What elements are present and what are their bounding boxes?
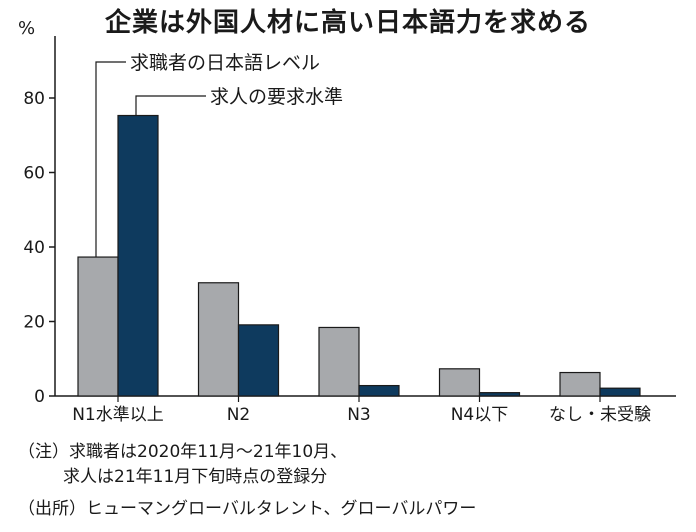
note-line-2: 求人は21年11月下旬時点の登録分 xyxy=(63,467,328,487)
y-axis-unit: % xyxy=(18,18,36,39)
legend-leader-seeker xyxy=(95,61,126,258)
bar-job xyxy=(358,384,400,397)
source-note: （出所）ヒューマングローバルタレント、グローバルパワー xyxy=(18,499,477,519)
y-tick-label: 60 xyxy=(23,164,45,184)
bar-seeker xyxy=(438,368,481,397)
bar-seeker xyxy=(318,326,360,397)
x-category-label: N2 xyxy=(227,405,251,425)
bar-job xyxy=(117,114,159,397)
x-category-label: N1水準以上 xyxy=(72,405,164,425)
legend-leader-job xyxy=(135,95,206,116)
y-tick-label: 80 xyxy=(23,89,45,109)
y-tick-label: 20 xyxy=(23,313,45,333)
legend-label-seeker: 求職者の日本語レベル xyxy=(130,52,320,74)
legend-label-job: 求人の要求水準 xyxy=(210,86,343,108)
x-category-label: N3 xyxy=(347,405,371,425)
y-tick-label: 40 xyxy=(23,238,45,258)
chart-title: 企業は外国人材に高い日本語力を求める xyxy=(104,8,591,38)
bar-job xyxy=(478,392,521,397)
bar-job xyxy=(237,324,280,397)
bar-seeker xyxy=(77,256,119,397)
bar-seeker xyxy=(559,371,601,397)
bar-seeker xyxy=(197,282,240,397)
note-line-1: （注）求職者は2020年11月〜21年10月、 xyxy=(18,442,348,462)
bar-job xyxy=(599,387,641,397)
x-category-label: N4以下 xyxy=(451,405,509,425)
x-category-label: なし・未受験 xyxy=(549,405,651,425)
y-tick-label: 0 xyxy=(34,387,45,407)
